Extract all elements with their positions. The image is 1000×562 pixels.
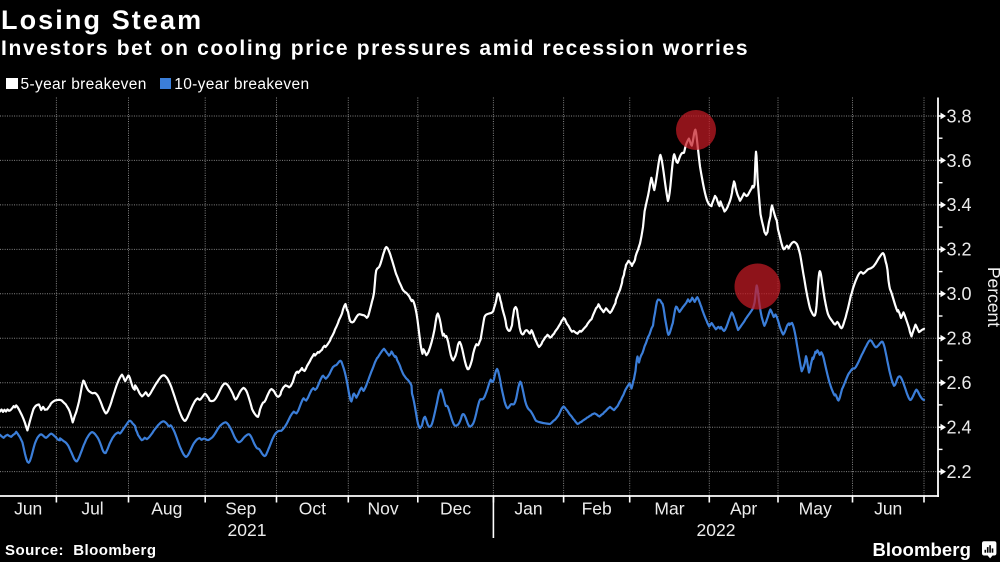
svg-text:2.2: 2.2 [947,462,972,482]
svg-text:2021: 2021 [228,520,267,540]
svg-text:3.2: 3.2 [947,240,972,260]
svg-text:Sep: Sep [225,499,256,519]
svg-text:Nov: Nov [368,499,399,519]
svg-text:2.4: 2.4 [947,418,972,438]
svg-text:Oct: Oct [299,499,326,519]
svg-text:2022: 2022 [697,520,736,540]
svg-text:2.8: 2.8 [947,329,972,349]
svg-text:3.8: 3.8 [947,106,972,126]
svg-text:Jun: Jun [874,499,902,519]
svg-text:Percent: Percent [984,267,1000,327]
svg-text:Feb: Feb [582,499,612,519]
svg-text:3.0: 3.0 [947,284,972,304]
svg-text:Jun: Jun [14,499,42,519]
svg-text:2.6: 2.6 [947,373,972,393]
svg-text:Jan: Jan [514,499,542,519]
svg-text:Jul: Jul [81,499,103,519]
svg-text:3.6: 3.6 [947,151,972,171]
svg-text:Apr: Apr [730,499,757,519]
svg-text:Aug: Aug [151,499,182,519]
svg-text:3.4: 3.4 [947,195,972,215]
svg-text:Dec: Dec [440,499,471,519]
svg-text:May: May [799,499,832,519]
svg-text:Mar: Mar [654,499,684,519]
